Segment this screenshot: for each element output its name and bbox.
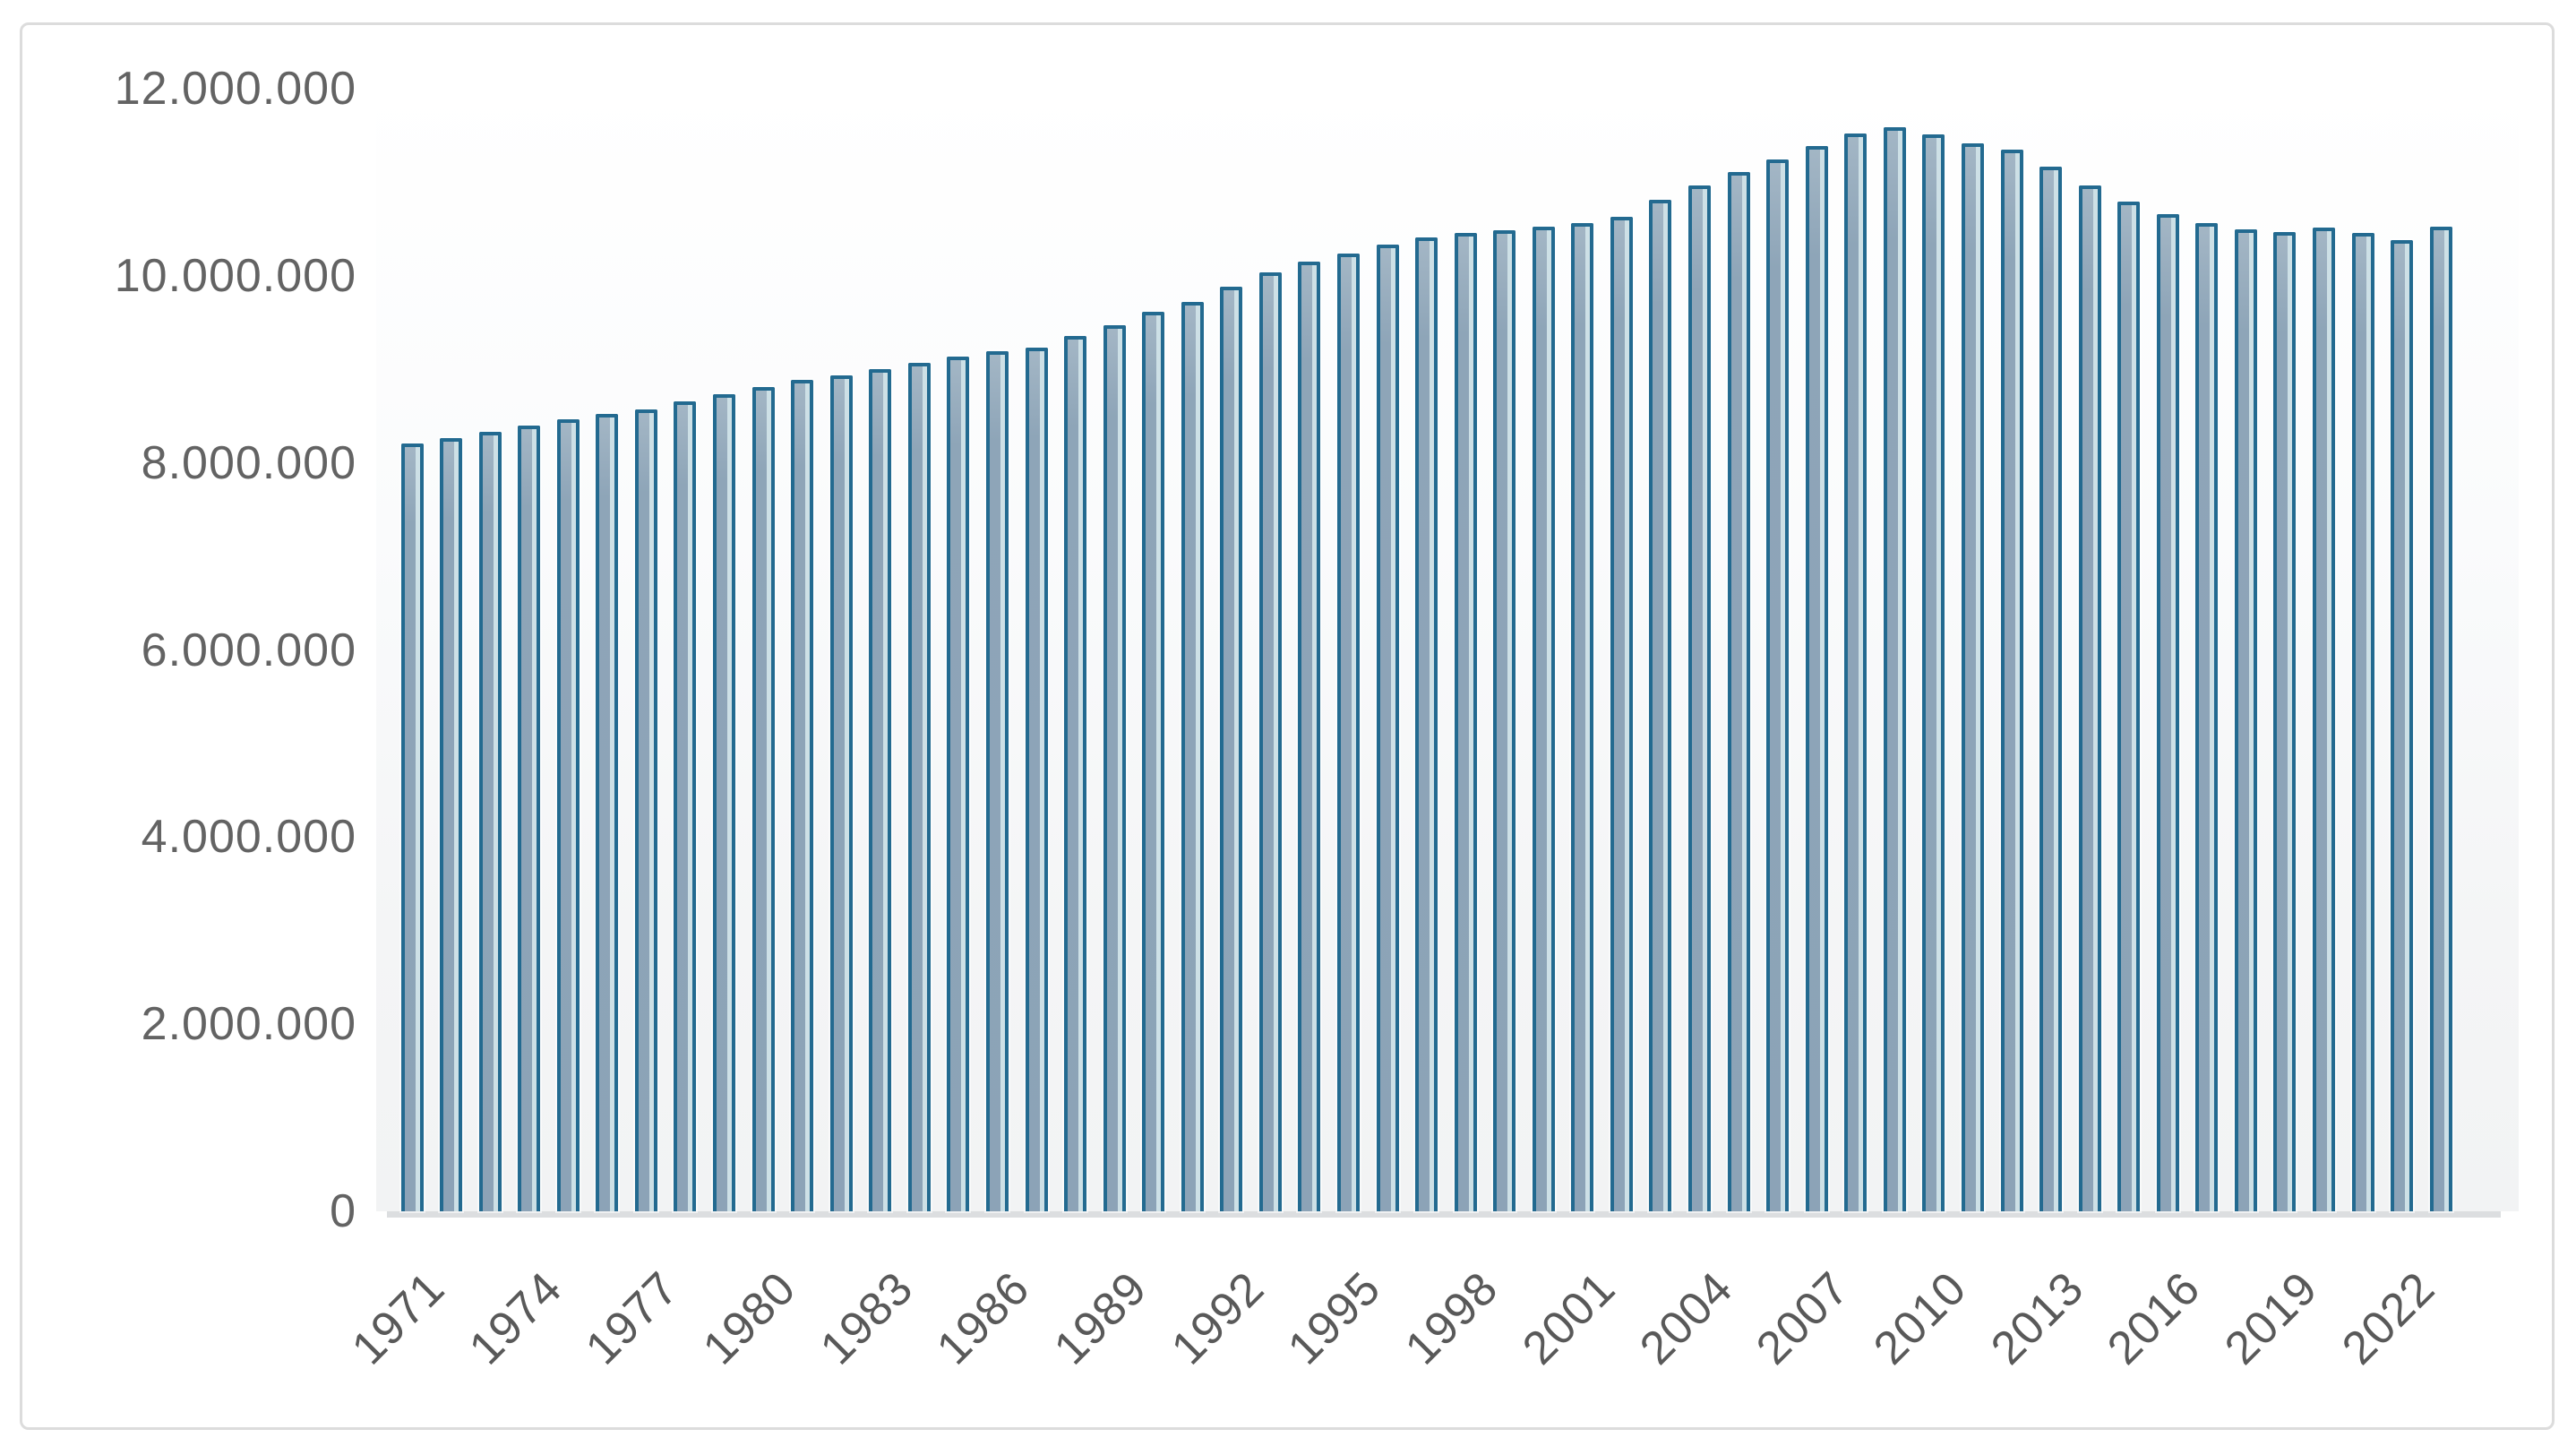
bar-2001 [1571, 223, 1594, 1211]
bar-1995 [1336, 253, 1360, 1211]
y-tick-label: 4.000.000 [141, 811, 356, 864]
y-tick-label: 0 [330, 1185, 356, 1237]
bar-2021 [2351, 232, 2374, 1211]
bar-2013 [2039, 166, 2062, 1211]
bar-1978 [674, 400, 697, 1211]
bar-1997 [1415, 237, 1438, 1211]
bar-1996 [1376, 245, 1399, 1211]
bar-2003 [1649, 200, 1672, 1211]
bar-1994 [1298, 262, 1321, 1211]
bar-2005 [1727, 171, 1750, 1211]
bar-1998 [1454, 232, 1477, 1211]
bar-2008 [1844, 133, 1868, 1211]
bar-1991 [1181, 302, 1204, 1211]
y-tick-label: 12.000.000 [114, 63, 356, 115]
bar-1992 [1220, 287, 1243, 1211]
bar-1977 [634, 409, 657, 1211]
bar-2014 [2078, 185, 2101, 1211]
bar-2015 [2117, 202, 2141, 1211]
bar-2006 [1766, 159, 1790, 1211]
bar-1971 [400, 443, 424, 1211]
bar-2016 [2156, 213, 2179, 1211]
bar-1993 [1258, 271, 1282, 1211]
bar-1972 [440, 437, 463, 1211]
y-tick-label: 2.000.000 [141, 998, 356, 1051]
bar-1984 [907, 362, 931, 1211]
bar-2018 [2234, 228, 2257, 1211]
bar-2009 [1883, 126, 1906, 1211]
bar-1975 [556, 418, 580, 1211]
bar-2012 [2000, 149, 2023, 1211]
bar-1987 [1025, 348, 1048, 1211]
bar-2020 [2312, 227, 2335, 1211]
y-tick-label: 10.000.000 [114, 249, 356, 302]
bar-1990 [1142, 311, 1165, 1211]
bar-1981 [791, 379, 814, 1211]
bar-2004 [1688, 185, 1711, 1211]
bar-1974 [518, 425, 541, 1211]
bar-1973 [478, 432, 502, 1211]
bar-2007 [1805, 145, 1828, 1211]
bar-2019 [2273, 231, 2297, 1211]
x-axis-line [387, 1211, 2501, 1218]
bar-1983 [869, 369, 892, 1211]
bar-2022 [2391, 240, 2414, 1211]
bar-2000 [1532, 226, 1555, 1211]
bar-2002 [1610, 217, 1633, 1211]
bar-2023 [2429, 226, 2452, 1211]
bar-1988 [1064, 335, 1086, 1211]
y-tick-label: 6.000.000 [141, 624, 356, 676]
bar-1999 [1493, 229, 1516, 1211]
bar-2011 [1961, 142, 1984, 1211]
bar-1989 [1103, 325, 1126, 1211]
bar-1982 [829, 375, 853, 1211]
bar-1980 [751, 387, 775, 1211]
bar-1976 [596, 414, 619, 1211]
bar-1986 [985, 351, 1009, 1211]
bar-1985 [947, 356, 970, 1211]
y-tick-label: 8.000.000 [141, 436, 356, 489]
bar-2010 [1922, 134, 1945, 1211]
bar-1979 [713, 394, 735, 1211]
bar-2017 [2195, 223, 2219, 1211]
